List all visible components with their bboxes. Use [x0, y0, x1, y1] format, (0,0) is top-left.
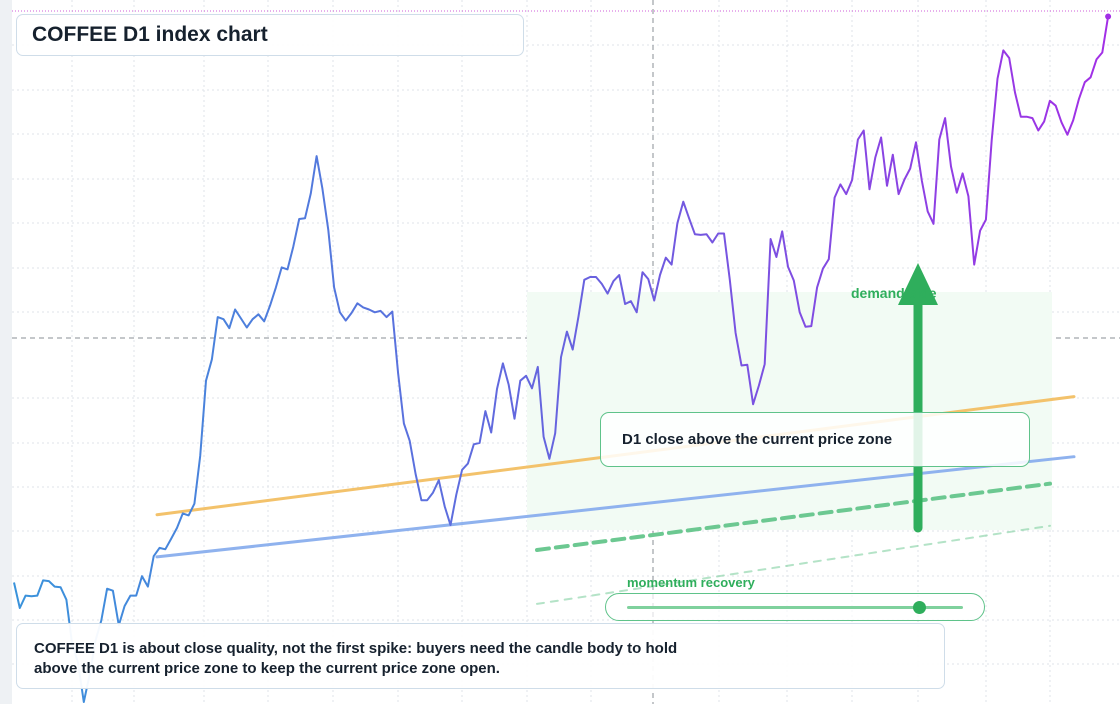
last-price-point: [1105, 13, 1112, 20]
caption-line-2: above the current price zone to keep the…: [34, 660, 500, 677]
price-zone-callout: D1 close above the current price zone: [600, 412, 1030, 467]
momentum-slider[interactable]: [605, 593, 985, 621]
faint-dashed-trend-line: [536, 524, 1051, 605]
demand-arrow-head: [898, 263, 938, 305]
demand-side-label: demand side: [851, 285, 937, 301]
price-layer: [13, 13, 1112, 703]
price-zone-label: D1 close above the current price zone: [622, 431, 893, 448]
green-dashed-trend-line: [535, 481, 1052, 552]
chart-title: COFFEE D1 index chart: [32, 23, 268, 46]
momentum-slider-rail: [627, 606, 963, 609]
left-edge-strip: [0, 0, 12, 704]
chart-title-box: COFFEE D1 index chart: [16, 14, 524, 56]
momentum-label: momentum recovery: [627, 575, 755, 590]
caption-box: COFFEE D1 is about close quality, not th…: [16, 623, 945, 689]
momentum-slider-knob[interactable]: [913, 601, 927, 614]
caption-line-1: COFFEE D1 is about close quality, not th…: [34, 640, 678, 657]
price-line: [13, 16, 1110, 703]
